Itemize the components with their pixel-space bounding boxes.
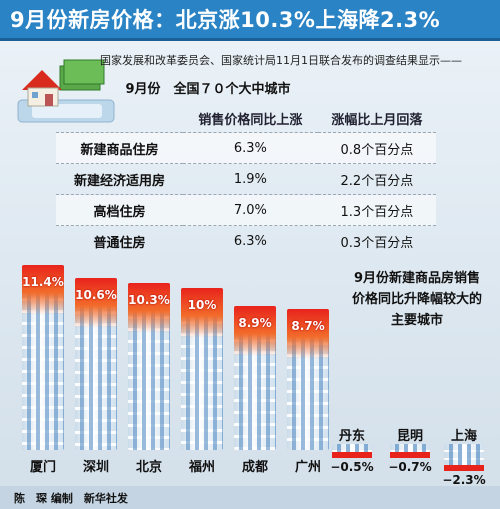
bar-成都: 8.9%: [234, 305, 276, 450]
bar-top-cap: [444, 464, 484, 471]
table-header-empty: [56, 104, 183, 133]
table-row: 高档住房 7.0% 1.3个百分点: [56, 194, 436, 226]
bar-value-label: 10.6%: [75, 288, 117, 303]
source-line: 国家发展和改革委员会、国家统计局11月1日联合发布的调查结果显示——: [100, 54, 462, 67]
row-yoy: 6.3%: [183, 225, 318, 256]
table-row: 新建商品住房 6.3% 0.8个百分点: [56, 132, 436, 164]
bar-厦门: 11.4%: [22, 265, 64, 450]
row-yoy: 6.3%: [183, 132, 318, 164]
bottom-strip: [0, 486, 500, 509]
city-label: 北京: [135, 460, 162, 475]
bar-昆明: [390, 444, 430, 452]
table-header-yoy: 销售价格同比上涨: [198, 112, 303, 128]
bar-value-label: 10%: [187, 298, 217, 312]
row-drop: 1.3个百分点: [317, 194, 436, 226]
table-header-drop: 涨幅比上月回落: [331, 112, 423, 128]
city-label: 上海: [450, 429, 477, 444]
credit-line: 陈 琛 编制 新华社发: [14, 492, 128, 505]
bar-value-label: 10.3%: [128, 293, 170, 308]
side-note: 9月份新建商品房销售价格同比升降幅较大的主要城市: [352, 271, 483, 328]
row-name: 普通住房: [56, 225, 183, 256]
bar-丹东: [332, 444, 372, 452]
title-bar: 9月份新房价格：北京涨10.3%上海降2.3%: [0, 0, 500, 41]
city-label: 昆明: [396, 429, 423, 444]
city-label: 成都: [241, 460, 268, 475]
table-row: 新建经济适用房 1.9% 2.2个百分点: [56, 163, 436, 195]
bar-value-label: −0.5%: [330, 460, 374, 474]
city-label: 厦门: [29, 460, 56, 475]
page-title: 9月份新房价格：北京涨10.3%上海降2.3%: [10, 8, 441, 32]
table-row: 普通住房 6.3% 0.3个百分点: [56, 225, 436, 256]
house-icon: [17, 59, 115, 123]
bar-value-label: −2.3%: [442, 472, 486, 487]
bar-value-label: −0.7%: [388, 460, 432, 474]
city-label: 福州: [188, 460, 215, 475]
table-title: 9月份 全国７０个大中城市: [125, 82, 291, 97]
row-name: 高档住房: [56, 194, 183, 226]
city-label: 广州: [294, 460, 321, 475]
bar-top-cap: [332, 452, 372, 458]
bar-深圳: 10.6%: [75, 278, 117, 450]
bar-上海: [444, 444, 484, 465]
bar-value-label: 8.7%: [291, 319, 325, 334]
bar-value-label: 8.9%: [238, 315, 272, 330]
row-name: 新建经济适用房: [56, 163, 183, 195]
city-label: 深圳: [82, 460, 109, 475]
bar-广州: 8.7%: [287, 309, 329, 450]
row-name: 新建商品住房: [56, 132, 183, 164]
row-yoy: 1.9%: [183, 163, 318, 195]
row-drop: 0.8个百分点: [317, 132, 436, 164]
bar-福州: 10%: [181, 288, 223, 450]
bar-value-label: 11.4%: [22, 275, 64, 290]
bar-北京: 10.3%: [128, 283, 170, 450]
city-label: 丹东: [338, 429, 365, 444]
row-yoy: 7.0%: [183, 194, 318, 226]
row-drop: 0.3个百分点: [317, 225, 436, 256]
bar-top-cap: [390, 452, 430, 458]
row-drop: 2.2个百分点: [317, 163, 436, 195]
price-table: 销售价格同比上涨 涨幅比上月回落 新建商品住房 6.3% 0.8个百分点 新建经…: [56, 104, 436, 256]
